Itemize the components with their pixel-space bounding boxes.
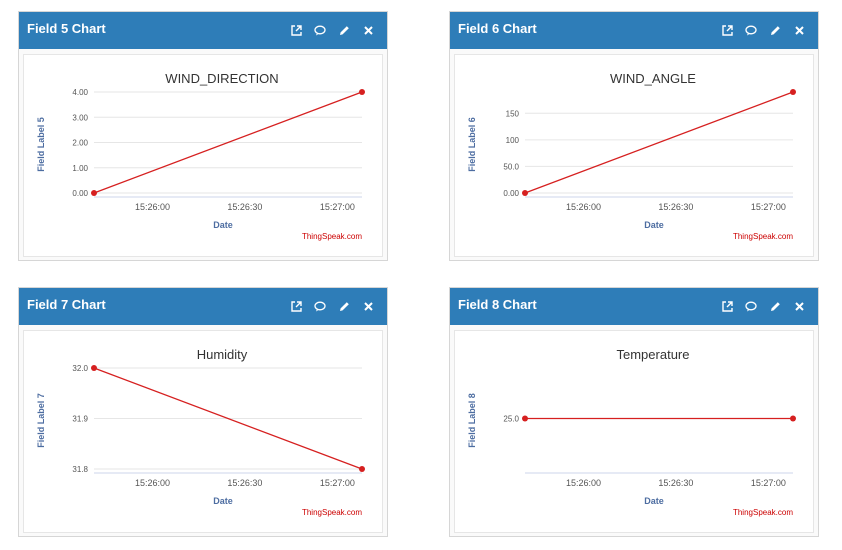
card-header: Field 7 Chart: [19, 288, 387, 325]
x-tick-label: 15:26:00: [566, 478, 601, 488]
x-tick-label: 15:26:00: [566, 202, 601, 212]
thingspeak-credit-link[interactable]: ThingSpeak.com: [733, 232, 793, 241]
y-tick-label: 32.0: [72, 364, 88, 373]
card-title: Field 7 Chart: [27, 297, 106, 312]
comment-icon[interactable]: [744, 22, 758, 38]
y-axis-title: Field Label 6: [467, 117, 477, 172]
x-tick-label: 15:27:00: [320, 478, 355, 488]
chart-plot: WIND_DIRECTION 0.00 1.00 2.00 3.00 4.00 15:26:…: [23, 54, 383, 257]
y-axis-title: Field Label 5: [36, 117, 46, 172]
chart-card-field-6: Field 6 Chart WIND_ANGLE 0.00 50.0 100 150 15…: [449, 11, 819, 261]
close-icon[interactable]: [361, 298, 375, 314]
chart-card-field-8: Field 8 Chart Temperature 25.0 15:26:00 15:…: [449, 287, 819, 537]
y-tick-label: 4.00: [72, 88, 88, 97]
external-link-icon[interactable]: [720, 22, 734, 38]
data-point: [790, 89, 796, 95]
external-link-icon[interactable]: [289, 298, 303, 314]
y-tick-label: 25.0: [503, 415, 519, 424]
y-axis-title: Field Label 8: [467, 393, 477, 448]
chart-card-field-5: Field 5 Chart WIND_DIRECTION 0.00 1.00 2.00…: [18, 11, 388, 261]
y-tick-label: 3.00: [72, 113, 88, 122]
card-title: Field 8 Chart: [458, 297, 537, 312]
pencil-icon[interactable]: [337, 22, 351, 38]
x-tick-label: 15:27:00: [751, 478, 786, 488]
card-toolbar: [720, 22, 806, 38]
y-tick-label: 1.00: [72, 164, 88, 173]
thingspeak-credit-link[interactable]: ThingSpeak.com: [302, 508, 362, 517]
x-tick-label: 15:27:00: [320, 202, 355, 212]
data-point: [91, 365, 97, 371]
chart-svg: Temperature 25.0 15:26:00 15:26:30 15:27:00 D…: [467, 347, 796, 517]
card-toolbar: [289, 298, 375, 314]
y-tick-label: 0.00: [72, 189, 88, 198]
y-tick-label: 50.0: [503, 162, 519, 171]
comment-icon[interactable]: [744, 298, 758, 314]
card-header: Field 6 Chart: [450, 12, 818, 49]
close-icon[interactable]: [792, 22, 806, 38]
chart-svg: WIND_DIRECTION 0.00 1.00 2.00 3.00 4.00 15:26:…: [36, 71, 365, 241]
data-point: [359, 466, 365, 472]
x-axis-title: Date: [213, 496, 233, 506]
x-tick-label: 15:26:30: [658, 478, 693, 488]
y-tick-label: 0.00: [503, 189, 519, 198]
x-axis-title: Date: [213, 220, 233, 230]
chart-plot: WIND_ANGLE 0.00 50.0 100 150 15:26:00 15:26:30…: [454, 54, 814, 257]
x-tick-label: 15:26:30: [658, 202, 693, 212]
series-line: [93, 91, 363, 194]
card-toolbar: [289, 22, 375, 38]
close-icon[interactable]: [792, 298, 806, 314]
card-header: Field 5 Chart: [19, 12, 387, 49]
x-tick-label: 15:27:00: [751, 202, 786, 212]
pencil-icon[interactable]: [768, 22, 782, 38]
x-tick-label: 15:26:30: [227, 478, 262, 488]
chart-plot: Temperature 25.0 15:26:00 15:26:30 15:27:00 D…: [454, 330, 814, 533]
x-tick-label: 15:26:00: [135, 478, 170, 488]
chart-title: WIND_ANGLE: [610, 71, 696, 86]
data-point: [522, 190, 528, 196]
y-tick-label: 31.9: [72, 415, 88, 424]
card-toolbar: [720, 298, 806, 314]
thingspeak-credit-link[interactable]: ThingSpeak.com: [302, 232, 362, 241]
chart-title: WIND_DIRECTION: [165, 71, 278, 86]
comment-icon[interactable]: [313, 22, 327, 38]
data-point: [91, 190, 97, 196]
pencil-icon[interactable]: [768, 298, 782, 314]
chart-title: Humidity: [197, 347, 248, 362]
x-axis-title: Date: [644, 496, 664, 506]
close-icon[interactable]: [361, 22, 375, 38]
thingspeak-credit-link[interactable]: ThingSpeak.com: [733, 508, 793, 517]
x-axis-title: Date: [644, 220, 664, 230]
chart-plot: Humidity 31.8 31.9 32.0 15:26:00 15:26:30 15:2…: [23, 330, 383, 533]
chart-card-field-7: Field 7 Chart Humidity 31.8 31.9 32.0 15:26:…: [18, 287, 388, 537]
series-line: [93, 367, 363, 470]
chart-svg: WIND_ANGLE 0.00 50.0 100 150 15:26:00 15:26:30…: [467, 71, 796, 241]
comment-icon[interactable]: [313, 298, 327, 314]
external-link-icon[interactable]: [720, 298, 734, 314]
x-tick-label: 15:26:00: [135, 202, 170, 212]
y-tick-label: 2.00: [72, 139, 88, 148]
data-point: [790, 415, 796, 422]
card-title: Field 5 Chart: [27, 21, 106, 36]
chart-title: Temperature: [617, 347, 690, 362]
y-tick-label: 31.8: [72, 465, 88, 474]
series-line: [524, 91, 794, 194]
y-axis-title: Field Label 7: [36, 393, 46, 448]
data-point: [522, 415, 528, 422]
chart-svg: Humidity 31.8 31.9 32.0 15:26:00 15:26:30 15:2…: [36, 347, 365, 517]
y-tick-label: 100: [506, 136, 520, 145]
external-link-icon[interactable]: [289, 22, 303, 38]
card-header: Field 8 Chart: [450, 288, 818, 325]
card-title: Field 6 Chart: [458, 21, 537, 36]
data-point: [359, 89, 365, 95]
y-tick-label: 150: [506, 109, 520, 118]
x-tick-label: 15:26:30: [227, 202, 262, 212]
pencil-icon[interactable]: [337, 298, 351, 314]
